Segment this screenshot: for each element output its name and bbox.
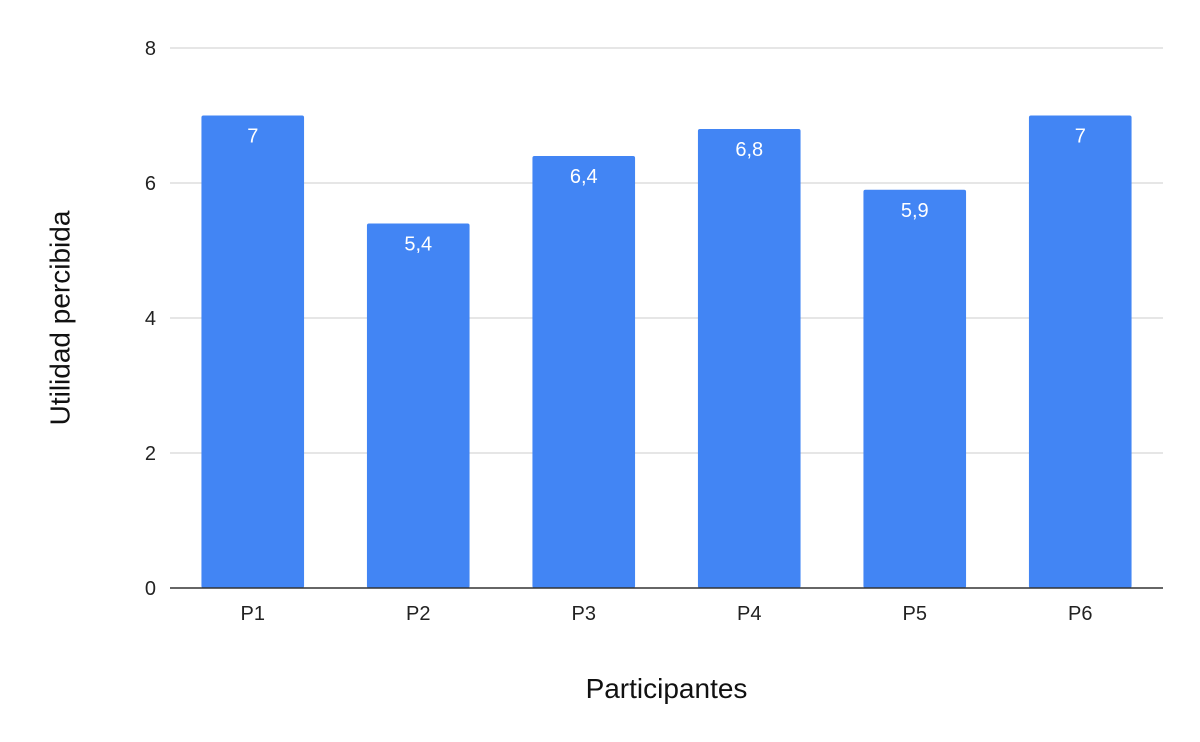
y-tick-label: 6 bbox=[145, 173, 156, 195]
y-tick-label: 8 bbox=[145, 38, 156, 60]
y-axis-ticks: 0 2 4 6 8 bbox=[145, 38, 156, 600]
bar-p5 bbox=[863, 189, 967, 588]
bar-value-label: 7 bbox=[1075, 126, 1086, 148]
bar-p6 bbox=[1028, 115, 1132, 588]
bar-value-label: 5,4 bbox=[404, 234, 432, 256]
bar-value-label: 6,4 bbox=[570, 166, 598, 188]
bar-value-labels: 7 5,4 6,4 6,8 5,9 7 bbox=[247, 126, 1086, 256]
bar-value-label: 5,9 bbox=[901, 200, 929, 222]
bar-value-label: 6,8 bbox=[735, 139, 763, 161]
x-tick-label: P3 bbox=[572, 603, 596, 625]
y-tick-label: 4 bbox=[145, 308, 156, 330]
bar-value-label: 7 bbox=[247, 126, 258, 148]
bar-p1 bbox=[201, 115, 305, 588]
x-tick-label: P5 bbox=[903, 603, 927, 625]
bar-p2 bbox=[366, 223, 470, 588]
gridlines bbox=[170, 47, 1163, 454]
y-tick-label: 0 bbox=[145, 578, 156, 600]
x-axis-ticks: P1 P2 P3 P4 P5 P6 bbox=[241, 603, 1093, 625]
x-tick-label: P2 bbox=[406, 603, 430, 625]
x-axis-title: Participantes bbox=[586, 673, 748, 704]
bar-p4 bbox=[697, 129, 801, 588]
bar-p3 bbox=[532, 156, 636, 588]
bars bbox=[201, 115, 1132, 588]
x-tick-label: P6 bbox=[1068, 603, 1092, 625]
y-axis-title: Utilidad percibida bbox=[44, 210, 75, 425]
x-tick-label: P4 bbox=[737, 603, 761, 625]
x-tick-label: P1 bbox=[241, 603, 265, 625]
y-tick-label: 2 bbox=[145, 443, 156, 465]
